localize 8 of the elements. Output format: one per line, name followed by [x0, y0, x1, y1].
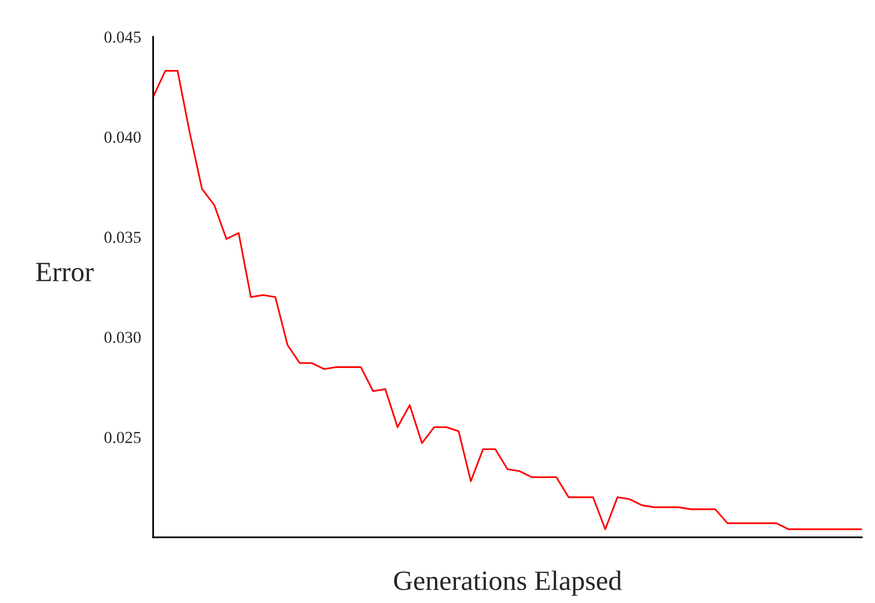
y-tick-label: 0.030	[104, 332, 141, 344]
y-axis-title: Error	[36, 262, 94, 282]
y-tick-label: 0.035	[104, 232, 141, 243]
line-series	[153, 70, 862, 530]
y-tick-label: 0.040	[104, 132, 141, 143]
y-tick-label: 0.045	[104, 31, 141, 43]
x-axis-title: Generations Elapsed	[394, 570, 622, 596]
y-tick-label: 0.025	[104, 432, 141, 444]
